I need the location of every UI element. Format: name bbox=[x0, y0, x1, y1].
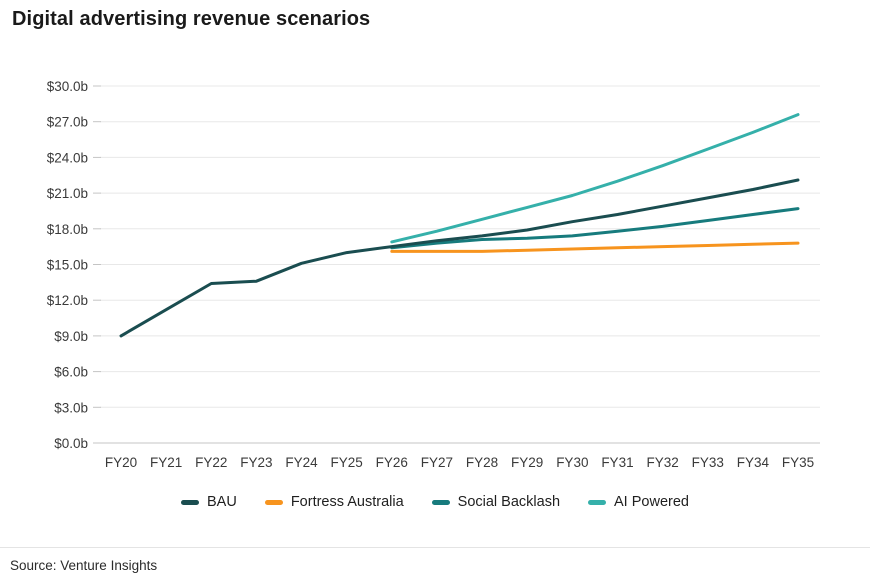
footer-divider bbox=[0, 547, 870, 548]
x-tick-label: FY30 bbox=[556, 455, 588, 470]
legend-item-social-backlash: Social Backlash bbox=[431, 494, 561, 510]
x-tick-label: FY32 bbox=[646, 455, 678, 470]
chart-title: Digital advertising revenue scenarios bbox=[12, 8, 371, 30]
y-tick-label: $6.0b bbox=[54, 365, 88, 380]
x-tick-label: FY21 bbox=[150, 455, 182, 470]
y-tick-label: $30.0b bbox=[47, 79, 88, 94]
series-line-social-backlash bbox=[390, 207, 800, 250]
x-tick-label: FY22 bbox=[195, 455, 227, 470]
series-line-ai-powered bbox=[390, 113, 800, 244]
y-tick-label: $12.0b bbox=[47, 293, 88, 308]
source-attribution: Source: Venture Insights bbox=[10, 558, 158, 573]
revenue-line-chart: $0.0b $3.0b $6.0b $9.0b $12.0b $15.0b $18.0b $2… bbox=[47, 79, 820, 470]
legend-label: BAU bbox=[207, 494, 237, 510]
legend-swatch-icon bbox=[431, 499, 450, 505]
x-tick-label: FY29 bbox=[511, 455, 543, 470]
y-tick-label: $9.0b bbox=[54, 329, 88, 344]
x-tick-label: FY34 bbox=[737, 455, 770, 470]
legend-label: AI Powered bbox=[614, 494, 689, 510]
x-tick-label: FY23 bbox=[240, 455, 272, 470]
chart-legend: BAU Fortress Australia Social Backlash AI P… bbox=[0, 494, 870, 510]
legend-swatch-icon bbox=[588, 499, 607, 505]
legend-item-ai-powered: AI Powered bbox=[588, 494, 689, 510]
x-tick-label: FY25 bbox=[331, 455, 363, 470]
series-line-fortress-australia bbox=[390, 241, 800, 253]
x-tick-label: FY35 bbox=[782, 455, 814, 470]
y-tick-label: $21.0b bbox=[47, 186, 88, 201]
y-tick-label: $24.0b bbox=[47, 150, 88, 165]
legend-label: Social Backlash bbox=[457, 494, 561, 510]
y-tick-label: $15.0b bbox=[47, 258, 88, 273]
x-tick-label: FY27 bbox=[421, 455, 453, 470]
legend-item-fortress-australia: Fortress Australia bbox=[264, 494, 404, 510]
y-tick-label: $0.0b bbox=[54, 436, 88, 451]
series-line-bau bbox=[119, 178, 800, 338]
x-tick-label: FY31 bbox=[601, 455, 633, 470]
x-tick-label: FY33 bbox=[692, 455, 724, 470]
y-tick-label: $27.0b bbox=[47, 115, 88, 130]
legend-item-bau: BAU bbox=[181, 494, 237, 510]
legend-label: Fortress Australia bbox=[290, 494, 404, 510]
y-tick-label: $18.0b bbox=[47, 222, 88, 237]
x-tick-label: FY26 bbox=[376, 455, 408, 470]
x-tick-label: FY20 bbox=[105, 455, 137, 470]
y-tick-label: $3.0b bbox=[54, 400, 88, 415]
legend-swatch-icon bbox=[181, 499, 199, 505]
x-tick-label: FY24 bbox=[285, 455, 318, 470]
legend-swatch-icon bbox=[264, 499, 283, 505]
x-tick-label: FY28 bbox=[466, 455, 498, 470]
